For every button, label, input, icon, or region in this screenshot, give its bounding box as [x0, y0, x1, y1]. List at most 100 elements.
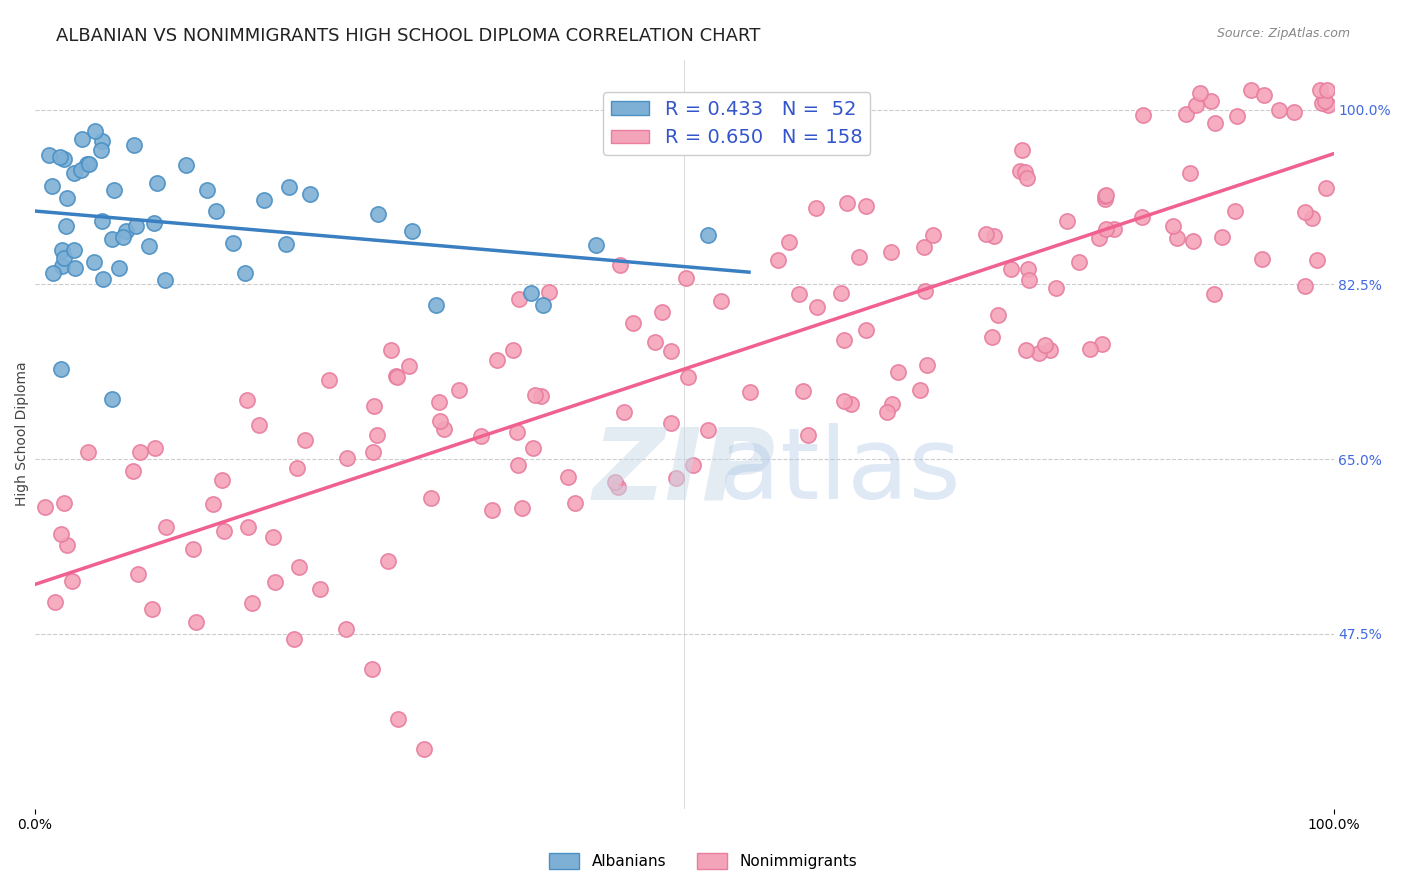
- Albanians: [53, 251, 76, 265]
- Nonimmigrants: [1204, 116, 1226, 130]
- Nonimmigrants: [1315, 181, 1337, 195]
- Albanians: [91, 214, 114, 228]
- Nonimmigrants: [1253, 87, 1275, 102]
- Nonimmigrants: [1033, 338, 1056, 352]
- Legend: Albanians, Nonimmigrants: Albanians, Nonimmigrants: [543, 847, 863, 875]
- Nonimmigrants: [912, 240, 935, 254]
- Albanians: [90, 143, 112, 157]
- Nonimmigrants: [361, 662, 384, 676]
- Nonimmigrants: [1091, 337, 1114, 351]
- Albanians: [531, 297, 554, 311]
- Nonimmigrants: [538, 285, 561, 299]
- Albanians: [520, 286, 543, 301]
- Nonimmigrants: [1306, 252, 1329, 267]
- Nonimmigrants: [141, 602, 163, 616]
- Albanians: [63, 261, 86, 276]
- Nonimmigrants: [387, 369, 409, 384]
- Nonimmigrants: [294, 433, 316, 447]
- Albanians: [63, 243, 86, 257]
- Nonimmigrants: [506, 425, 529, 440]
- Nonimmigrants: [1180, 166, 1202, 180]
- Nonimmigrants: [678, 370, 700, 384]
- Nonimmigrants: [886, 365, 908, 379]
- Nonimmigrants: [363, 399, 385, 413]
- Nonimmigrants: [1226, 109, 1249, 123]
- Nonimmigrants: [1199, 94, 1222, 108]
- Albanians: [56, 191, 79, 205]
- Nonimmigrants: [882, 397, 904, 411]
- Nonimmigrants: [1130, 211, 1153, 225]
- Nonimmigrants: [413, 741, 436, 756]
- Nonimmigrants: [880, 244, 903, 259]
- Nonimmigrants: [336, 450, 359, 465]
- Nonimmigrants: [49, 527, 72, 541]
- Nonimmigrants: [1189, 86, 1212, 100]
- Nonimmigrants: [1161, 219, 1184, 233]
- Nonimmigrants: [429, 414, 451, 428]
- Nonimmigrants: [1301, 211, 1323, 226]
- Nonimmigrants: [1018, 273, 1040, 287]
- Nonimmigrants: [1008, 163, 1031, 178]
- Albanians: [174, 158, 197, 172]
- Nonimmigrants: [285, 461, 308, 475]
- Nonimmigrants: [485, 352, 508, 367]
- Nonimmigrants: [675, 271, 697, 285]
- Nonimmigrants: [127, 566, 149, 581]
- Nonimmigrants: [839, 397, 862, 411]
- Nonimmigrants: [309, 582, 332, 596]
- Nonimmigrants: [211, 473, 233, 487]
- Nonimmigrants: [1240, 82, 1263, 96]
- Nonimmigrants: [710, 293, 733, 308]
- Nonimmigrants: [1166, 231, 1188, 245]
- Nonimmigrants: [983, 229, 1005, 244]
- Text: Source: ZipAtlas.com: Source: ZipAtlas.com: [1216, 27, 1350, 40]
- Text: ALBANIAN VS NONIMMIGRANTS HIGH SCHOOL DIPLOMA CORRELATION CHART: ALBANIAN VS NONIMMIGRANTS HIGH SCHOOL DI…: [56, 27, 761, 45]
- Nonimmigrants: [181, 542, 204, 557]
- Nonimmigrants: [697, 423, 720, 437]
- Albanians: [153, 273, 176, 287]
- Albanians: [253, 193, 276, 207]
- Nonimmigrants: [1011, 143, 1033, 157]
- Nonimmigrants: [830, 285, 852, 300]
- Nonimmigrants: [530, 388, 553, 402]
- Albanians: [53, 152, 76, 166]
- Nonimmigrants: [1313, 94, 1336, 108]
- Nonimmigrants: [1317, 97, 1340, 112]
- Nonimmigrants: [603, 475, 626, 489]
- Nonimmigrants: [1211, 230, 1233, 244]
- Text: atlas: atlas: [718, 423, 960, 520]
- Nonimmigrants: [335, 622, 357, 636]
- Albanians: [101, 232, 124, 246]
- Albanians: [41, 178, 63, 193]
- Nonimmigrants: [1132, 108, 1154, 122]
- Albanians: [51, 259, 73, 273]
- Albanians: [70, 163, 93, 178]
- Nonimmigrants: [481, 503, 503, 517]
- Nonimmigrants: [914, 285, 936, 299]
- Albanians: [51, 243, 73, 257]
- Nonimmigrants: [380, 343, 402, 358]
- Nonimmigrants: [143, 441, 166, 455]
- Nonimmigrants: [974, 227, 997, 241]
- Nonimmigrants: [427, 394, 450, 409]
- Albanians: [142, 216, 165, 230]
- Nonimmigrants: [1094, 188, 1116, 202]
- Nonimmigrants: [76, 445, 98, 459]
- Nonimmigrants: [236, 393, 259, 408]
- Nonimmigrants: [1282, 104, 1305, 119]
- Nonimmigrants: [1182, 234, 1205, 248]
- Albanians: [49, 362, 72, 376]
- Nonimmigrants: [433, 422, 456, 436]
- Nonimmigrants: [247, 418, 270, 433]
- Nonimmigrants: [419, 491, 441, 505]
- Nonimmigrants: [787, 287, 810, 301]
- Nonimmigrants: [908, 383, 931, 397]
- Nonimmigrants: [240, 596, 263, 610]
- Nonimmigrants: [288, 560, 311, 574]
- Nonimmigrants: [1310, 95, 1333, 110]
- Nonimmigrants: [1014, 343, 1036, 357]
- Nonimmigrants: [1056, 214, 1078, 228]
- Nonimmigrants: [522, 441, 544, 455]
- Nonimmigrants: [778, 235, 800, 249]
- Albanians: [91, 134, 114, 148]
